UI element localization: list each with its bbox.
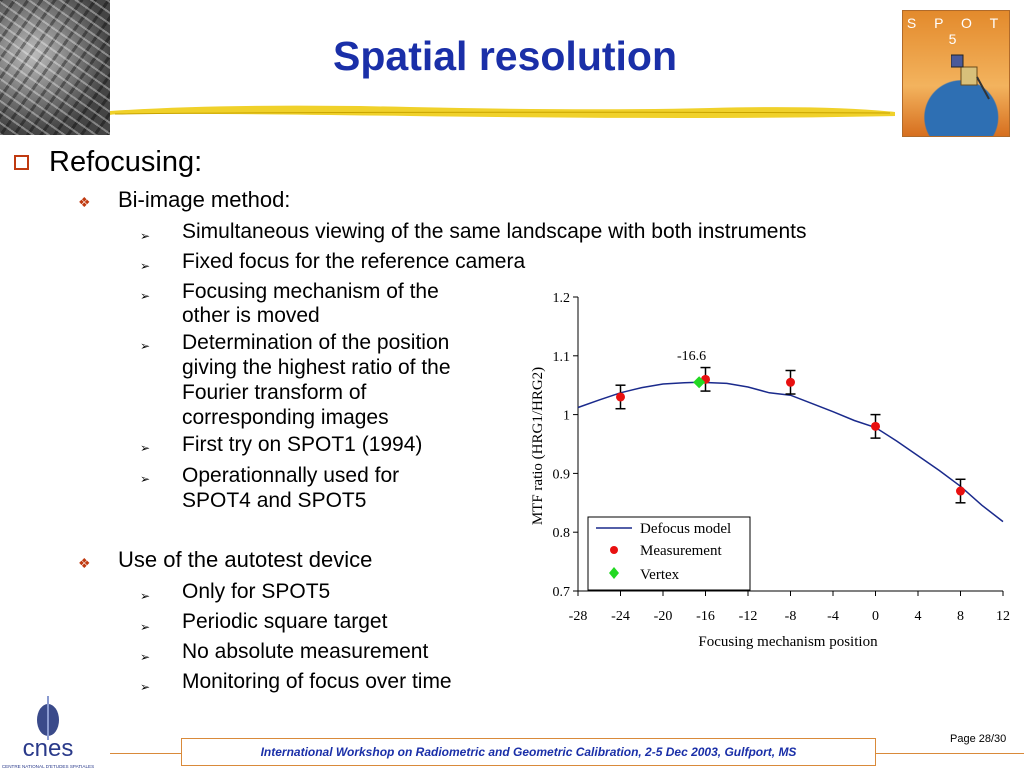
diamond-bullet-icon: ❖ [78,194,91,210]
x-tick-label: -20 [654,609,673,624]
x-tick-label: -16 [696,609,715,624]
satellite-icon [951,54,990,100]
page-number: Page 28/30 [950,733,1007,745]
legend-entry: Vertex [640,567,680,583]
y-tick-label: 1 [563,409,570,424]
arrow-bullet-icon: ➢ [140,589,151,603]
arrow-bullet-icon: ➢ [140,680,151,694]
cnes-logo: cnes CENTRE NATIONAL D'ETUDES SPATIALES [2,696,94,769]
arrow-bullet-icon: ➢ [140,472,151,486]
footer-rule [876,753,1024,754]
measurement-point [871,421,880,431]
x-tick-label: -8 [785,609,797,624]
x-tick-label: -28 [569,609,588,624]
square-bullet-icon [14,155,29,170]
bi-image-label: Bi-image method: [118,187,291,212]
autotest-item: Monitoring of focus over time [182,670,452,693]
x-tick-label: -12 [739,609,758,624]
x-tick-label: 12 [996,609,1010,624]
y-axis-label: MTF ratio (HRG1/HRG2) [530,367,546,525]
x-tick-label: 0 [872,609,879,624]
x-tick-label: 4 [915,609,922,624]
legend-entry: Measurement [640,543,722,559]
spot5-logo: S P O T 5 [902,10,1010,137]
chart-legend: Defocus model Measurement Vertex [587,516,751,591]
vertex-point [693,376,706,389]
bi-image-item: corresponding images [182,406,389,429]
bi-image-item: Simultaneous viewing of the same landsca… [182,220,807,243]
y-tick-label: 0.9 [553,467,571,482]
bi-image-item: other is moved [182,304,320,327]
arrow-bullet-icon: ➢ [140,650,151,664]
slide-title: Spatial resolution [333,33,677,79]
bi-image-item: Fourier transform of [182,381,367,404]
legend-diamond-marker [609,567,619,579]
bi-image-item: SPOT4 and SPOT5 [182,489,367,512]
mtf-chart: 0.7 0.8 0.9 1 1.1 1.2 -28 -24 -20 -16 -12 -8 -4 0 4 8 12… [530,291,1010,650]
bi-image-item: Fixed focus for the reference camera [182,250,526,273]
x-tick-label: 8 [957,609,964,624]
measurement-point [616,392,625,402]
measurement-point [786,377,795,387]
bi-image-item: Determination of the position [182,331,450,354]
measurement-point [956,486,965,496]
bi-image-item: First try on SPOT1 (1994) [182,433,423,456]
arrow-bullet-icon: ➢ [140,289,151,303]
arrow-bullet-icon: ➢ [140,259,151,273]
cnes-logo-subtext: CENTRE NATIONAL D'ETUDES SPATIALES [2,764,94,769]
title-underline [110,105,895,118]
arrow-bullet-icon: ➢ [140,620,151,634]
autotest-item: Only for SPOT5 [182,580,331,603]
autotest-item: Periodic square target [182,610,388,633]
cnes-logo-text: cnes [23,735,74,762]
x-axis-label: Focusing mechanism position [698,634,878,650]
spot5-logo-text: S P O T 5 [906,15,1006,47]
vertex-annotation: -16.6 [677,349,706,364]
diamond-bullet-icon: ❖ [78,555,91,571]
y-tick-label: 1.1 [553,350,571,365]
refocusing-label: Refocusing: [49,146,203,178]
footer-rule [110,753,182,754]
y-tick-label: 0.7 [553,585,571,600]
bi-image-item: giving the highest ratio of the [182,356,451,379]
autotest-label: Use of the autotest device [118,547,373,572]
defocus-model-line [577,381,1004,523]
autotest-item: No absolute measurement [182,640,429,663]
arrow-bullet-icon: ➢ [140,229,151,243]
y-tick-label: 1.2 [553,291,571,306]
x-tick-label: -4 [827,609,839,624]
arrow-bullet-icon: ➢ [140,441,151,455]
refocusing-bullet: Refocusing: [14,146,202,179]
bi-image-item: Operationnally used for [182,464,400,487]
y-tick-label: 0.8 [553,526,571,541]
footer-text: International Workshop on Radiometric an… [181,738,876,766]
legend-entry: Defocus model [640,521,731,537]
arrow-bullet-icon: ➢ [140,339,151,353]
aerial-photo [0,0,110,135]
x-tick-label: -24 [611,609,630,624]
legend-point-marker [610,546,618,554]
bi-image-item: Focusing mechanism of the [182,280,439,303]
